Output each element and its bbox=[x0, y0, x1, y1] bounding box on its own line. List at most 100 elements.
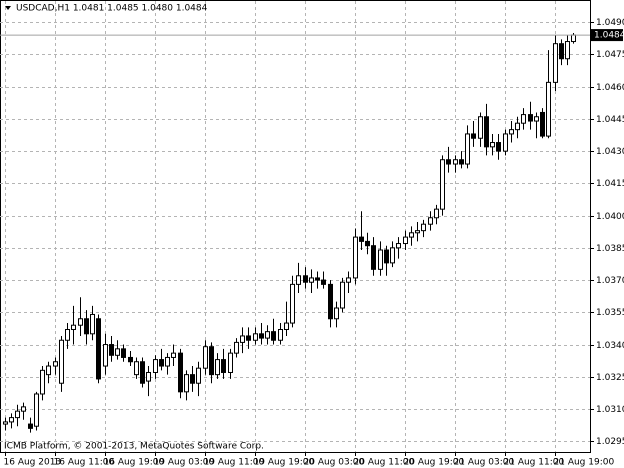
candle-body bbox=[428, 217, 433, 225]
candle-body bbox=[553, 43, 558, 83]
candle-body bbox=[353, 236, 358, 279]
candle-body bbox=[178, 352, 183, 393]
candle-body bbox=[215, 359, 220, 376]
candle-body bbox=[53, 361, 58, 367]
candle-body bbox=[146, 371, 151, 382]
candle-body bbox=[403, 236, 408, 245]
y-tick-label: 1.0460 bbox=[596, 83, 624, 93]
y-tick-label: 1.0325 bbox=[596, 373, 624, 383]
candle-body bbox=[140, 361, 145, 384]
y-tick-label: 1.0415 bbox=[596, 179, 624, 189]
candle-body bbox=[571, 34, 576, 43]
candle-body bbox=[409, 232, 414, 238]
candle-body bbox=[440, 159, 445, 210]
candle-body bbox=[46, 365, 51, 376]
candle-body bbox=[103, 344, 108, 367]
x-tick-label: 16 Aug 2013 bbox=[4, 458, 62, 468]
candle-body bbox=[9, 417, 14, 423]
candle-body bbox=[284, 322, 289, 331]
x-tick-label: 21 Aug 11:00 bbox=[504, 458, 565, 468]
candle-body bbox=[359, 236, 364, 242]
x-tick-label: 19 Aug 19:00 bbox=[254, 458, 315, 468]
candle-body bbox=[521, 114, 526, 124]
copyright: ICMB Platform, © 2001-2013, MetaQuotes S… bbox=[4, 442, 264, 452]
candle-body bbox=[253, 333, 258, 341]
x-tick-label: 16 Aug 19:00 bbox=[104, 458, 165, 468]
plot-frame bbox=[0, 0, 591, 453]
candle-body bbox=[534, 116, 539, 122]
candle-body bbox=[134, 361, 139, 376]
y-tick-label: 1.0475 bbox=[596, 50, 624, 60]
candle-body bbox=[390, 247, 395, 264]
candle-body bbox=[190, 374, 195, 384]
candle-body bbox=[259, 333, 264, 339]
candle-body bbox=[28, 423, 33, 429]
candle-body bbox=[328, 283, 333, 320]
candle-body bbox=[371, 245, 376, 270]
candle-body bbox=[246, 335, 251, 341]
candle-body bbox=[303, 275, 308, 283]
candle-body bbox=[296, 275, 301, 285]
y-tick-label: 1.0445 bbox=[596, 115, 624, 125]
y-tick-label: 1.0340 bbox=[596, 341, 624, 351]
candle-body bbox=[465, 133, 470, 165]
y-tick-label: 1.0490 bbox=[596, 18, 624, 28]
y-tick-label: 1.0430 bbox=[596, 147, 624, 157]
candle-body bbox=[509, 129, 514, 135]
candle-body bbox=[415, 230, 420, 234]
candle-body bbox=[559, 43, 564, 60]
y-tick-label: 1.0385 bbox=[596, 244, 624, 254]
candle-body bbox=[265, 331, 270, 339]
candle-body bbox=[365, 240, 370, 247]
candle-body bbox=[71, 324, 76, 331]
candle-body bbox=[153, 359, 158, 373]
candle-body bbox=[490, 142, 495, 148]
y-tick-label: 1.0295 bbox=[596, 437, 624, 447]
candle-body bbox=[309, 277, 314, 283]
candle-body bbox=[453, 159, 458, 165]
candle-body bbox=[503, 133, 508, 152]
candle-body bbox=[384, 249, 389, 264]
y-tick-label: 1.0355 bbox=[596, 308, 624, 318]
menu-arrow[interactable] bbox=[5, 6, 11, 10]
candle-body bbox=[484, 116, 489, 148]
candle-body bbox=[340, 281, 345, 309]
y-tick-label: 1.0370 bbox=[596, 276, 624, 286]
candle-body bbox=[96, 318, 101, 380]
candle-body bbox=[196, 367, 201, 384]
last-price-label: 1.0484 bbox=[594, 31, 624, 41]
candle-body bbox=[278, 329, 283, 341]
chart-title: USDCAD,H1 1.0481 1.0485 1.0480 1.0484 bbox=[16, 4, 208, 14]
candle-body bbox=[128, 356, 133, 363]
candle-body bbox=[59, 339, 64, 384]
candle-body bbox=[65, 329, 70, 341]
candle-body bbox=[459, 159, 464, 165]
candle-body bbox=[290, 283, 295, 324]
candle-body bbox=[528, 114, 533, 122]
candle-body bbox=[478, 116, 483, 139]
candle-body bbox=[315, 277, 320, 281]
candle-body bbox=[396, 243, 401, 249]
x-tick-label: 19 Aug 11:00 bbox=[204, 458, 265, 468]
candle-body bbox=[109, 344, 114, 356]
candle-body bbox=[90, 313, 95, 335]
candle-body bbox=[240, 335, 245, 343]
candle-body bbox=[334, 307, 339, 320]
candle-body bbox=[234, 341, 239, 354]
candle-body bbox=[471, 133, 476, 139]
candle-body bbox=[159, 359, 164, 367]
candle-body bbox=[346, 277, 351, 283]
candle-body bbox=[3, 421, 8, 425]
candle-body bbox=[378, 249, 383, 270]
x-tick-label: 21 Aug 19:00 bbox=[554, 458, 615, 468]
x-tick-label: 16 Aug 11:00 bbox=[54, 458, 115, 468]
x-tick-label: 19 Aug 03:00 bbox=[154, 458, 215, 468]
x-tick-label: 21 Aug 03:00 bbox=[454, 458, 515, 468]
candle-body bbox=[171, 352, 176, 358]
candle-body bbox=[84, 318, 89, 335]
candle-body bbox=[15, 410, 20, 419]
candle-body bbox=[540, 111, 545, 137]
candle-body bbox=[34, 393, 39, 427]
candle-body bbox=[203, 346, 208, 369]
